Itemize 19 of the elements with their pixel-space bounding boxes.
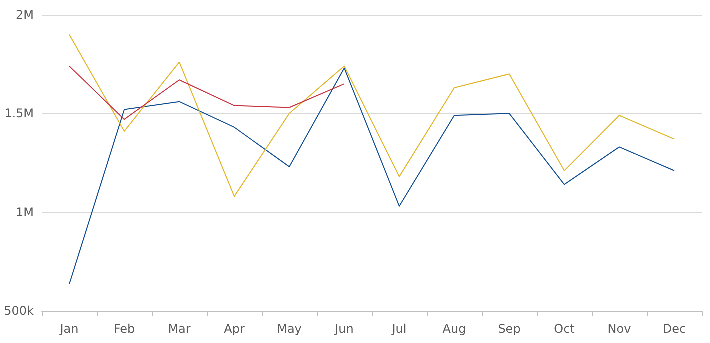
y-tick-label: 1.5M xyxy=(4,106,34,121)
x-tick-label: Dec xyxy=(662,322,686,336)
x-tick-label: Jul xyxy=(391,322,407,336)
x-tick-label: Mar xyxy=(168,322,191,336)
x-tick-label: Feb xyxy=(114,322,136,336)
x-tick-label: Jun xyxy=(334,322,354,336)
line-series xyxy=(69,68,675,285)
line-series xyxy=(69,66,345,120)
x-tick-label: Nov xyxy=(608,322,632,336)
y-tick-label: 1M xyxy=(16,205,34,220)
y-tick-label: 500k xyxy=(4,304,34,318)
x-tick-label: Oct xyxy=(554,322,576,336)
x-tick-label: Aug xyxy=(442,322,466,336)
x-tick-label: May xyxy=(277,322,302,336)
line-series xyxy=(69,34,675,198)
x-tick-label: Apr xyxy=(224,322,245,336)
x-tick-label: Jan xyxy=(59,322,79,336)
x-tick-label: Sep xyxy=(498,322,521,336)
y-tick-label: 2M xyxy=(16,8,34,22)
